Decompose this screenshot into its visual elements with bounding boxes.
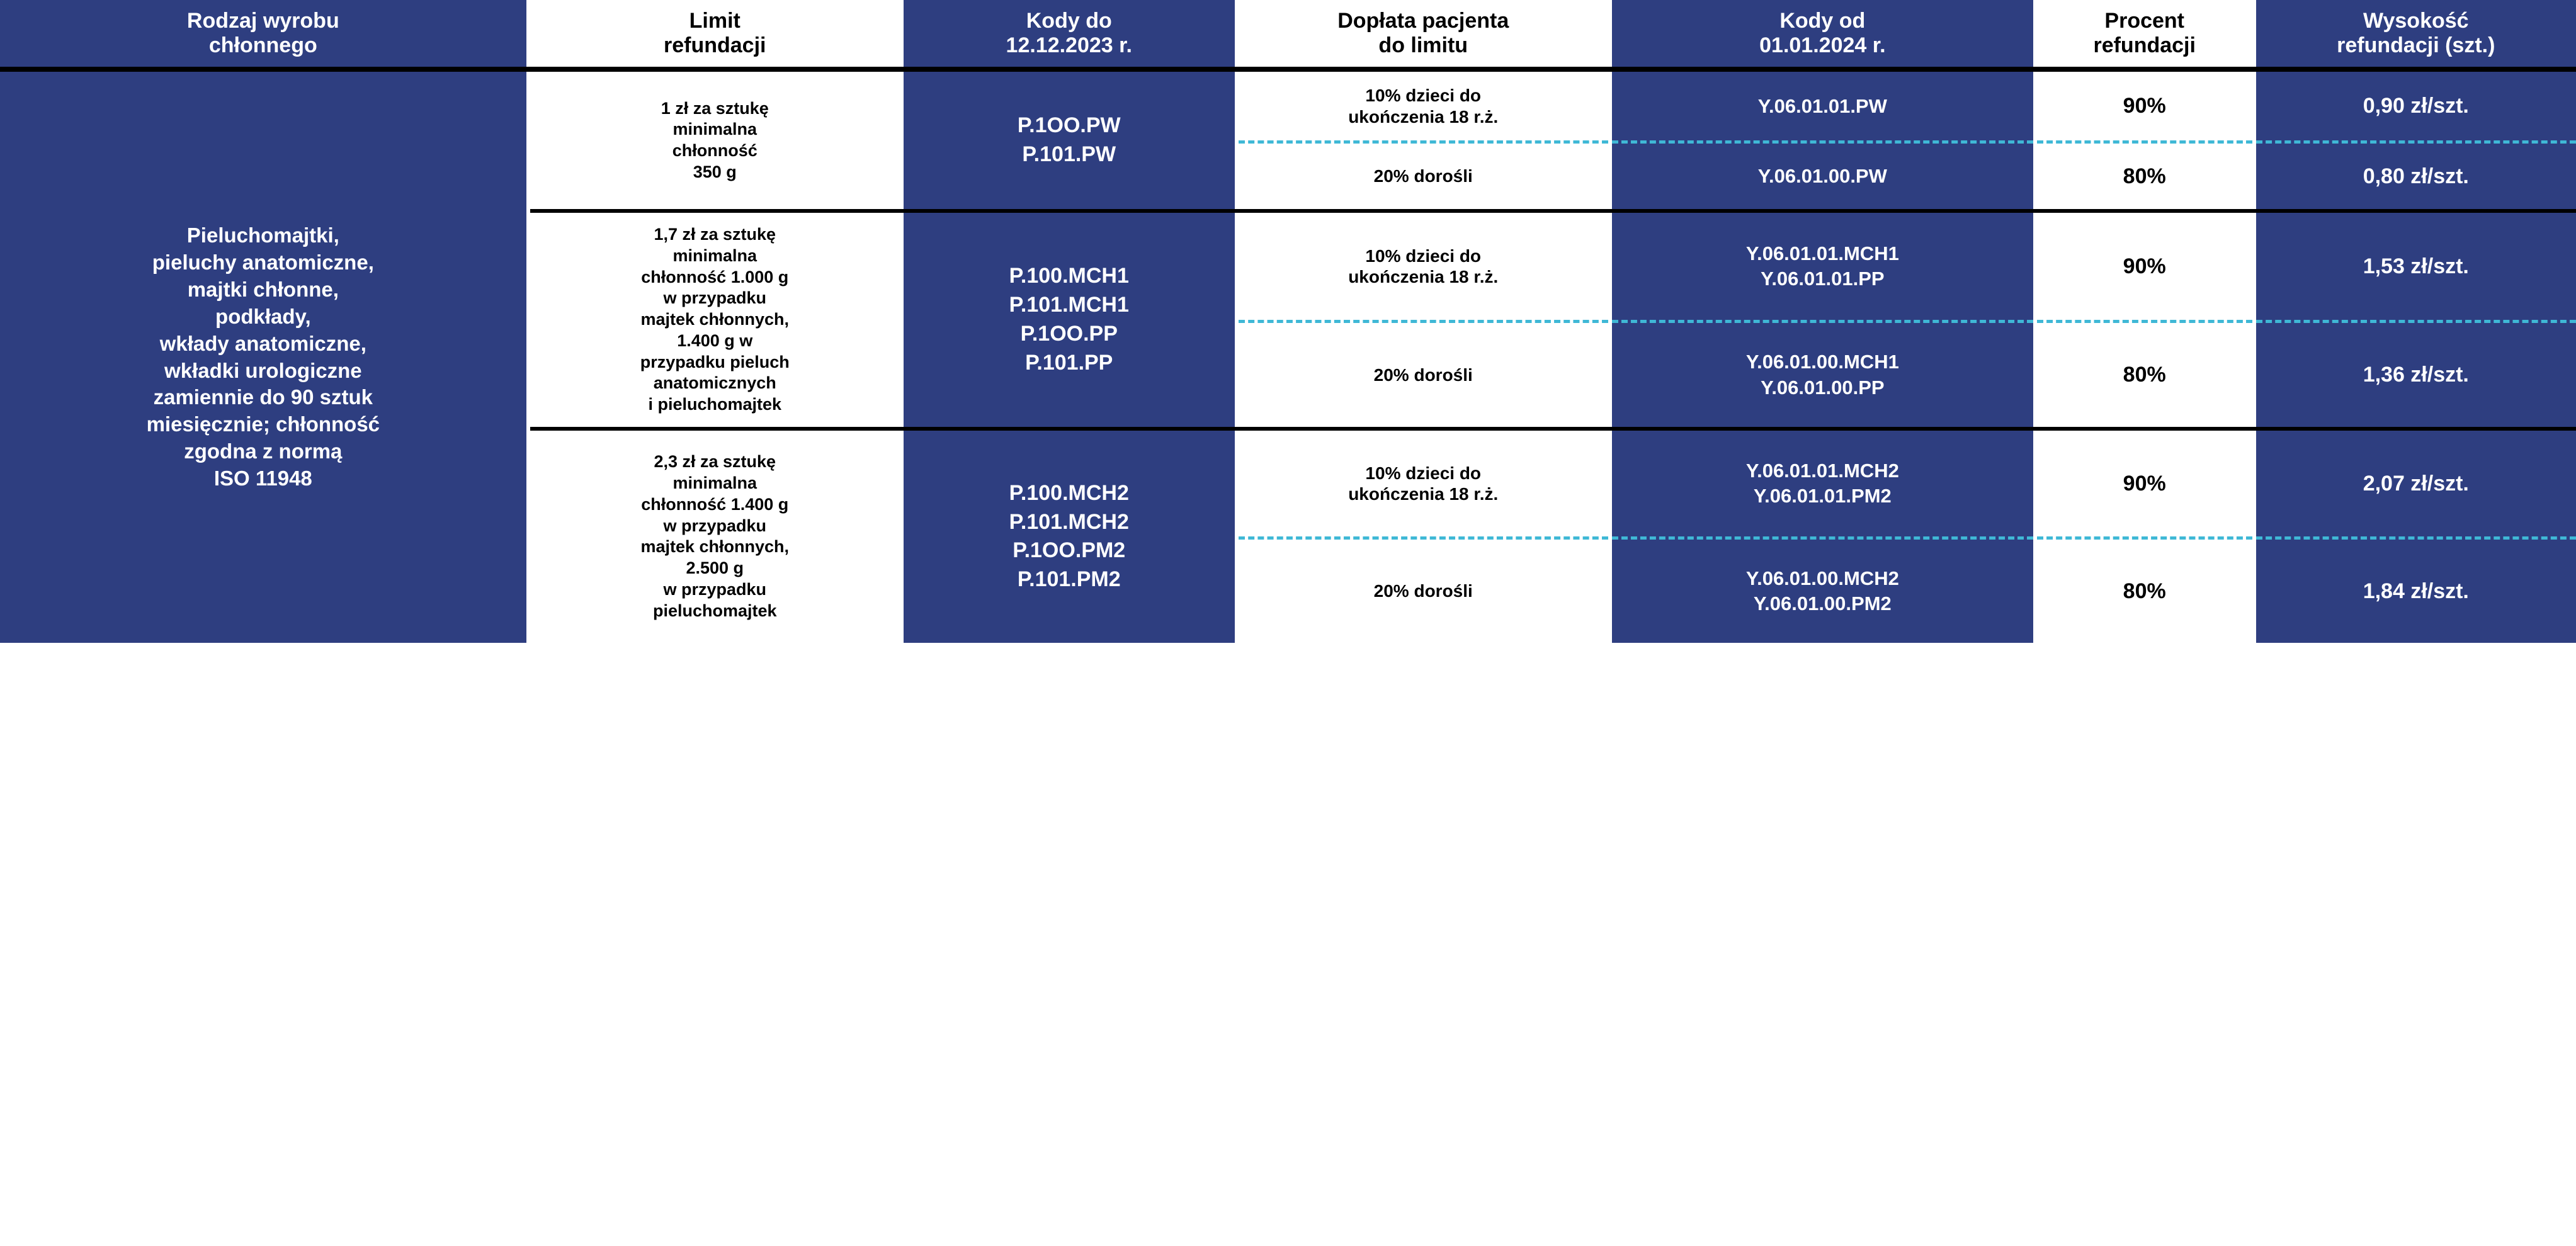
doplata-adult: 20% dorośli (1239, 320, 1608, 427)
amount-adult: 1,36 zł/szt. (2256, 320, 2576, 427)
amount-cell: 2,07 zł/szt. 1,84 zł/szt. (2254, 429, 2576, 643)
limit-cell: 2,3 zł za sztukęminimalnachłonność 1.400… (528, 429, 902, 643)
amount-adult: 1,84 zł/szt. (2256, 536, 2576, 643)
limit-cell: 1,7 zł za sztukęminimalnachłonność 1.000… (528, 211, 902, 429)
codes-old-cell: P.1OO.PWP.101.PW (902, 69, 1237, 211)
codes-old-text: P.1OO.PWP.101.PW (904, 99, 1235, 182)
doplata-cell: 10% dzieci doukończenia 18 r.ż. 20% doro… (1237, 211, 1610, 429)
percent-cell: 90% 80% (2035, 69, 2254, 211)
doplata-adult: 20% dorośli (1239, 140, 1608, 209)
doplata-cell: 10% dzieci doukończenia 18 r.ż. 20% doro… (1237, 429, 1610, 643)
amount-cell: 1,53 zł/szt. 1,36 zł/szt. (2254, 211, 2576, 429)
doplata-adult: 20% dorośli (1239, 536, 1608, 643)
percent-child: 90% (2037, 213, 2252, 320)
col-header-doplata: Dopłata pacjentado limitu (1237, 0, 1610, 69)
reimbursement-table: Rodzaj wyrobuchłonnego Limitrefundacji K… (0, 0, 2576, 643)
percent-adult: 80% (2037, 536, 2252, 643)
col-header-wysokosc: Wysokośćrefundacji (szt.) (2254, 0, 2576, 69)
amount-adult: 0,80 zł/szt. (2256, 140, 2576, 209)
codes-new-adult: Y.06.01.00.MCH1Y.06.01.00.PP (1612, 320, 2033, 427)
col-header-kody-od: Kody od01.01.2024 r. (1610, 0, 2035, 69)
codes-old-cell: P.100.MCH1P.101.MCH1P.1OO.PPP.101.PP (902, 211, 1237, 429)
limit-text: 2,3 zł za sztukęminimalnachłonność 1.400… (530, 440, 900, 633)
limit-text: 1 zł za sztukęminimalnachłonność350 g (530, 87, 900, 195)
amount-cell: 0,90 zł/szt. 0,80 zł/szt. (2254, 69, 2576, 211)
product-type-text: Pieluchomajtki,pieluchy anatomiczne,majt… (147, 224, 380, 490)
amount-child: 2,07 zł/szt. (2256, 431, 2576, 537)
codes-old-cell: P.100.MCH2P.101.MCH2P.1OO.PM2P.101.PM2 (902, 429, 1237, 643)
col-header-procent: Procentrefundacji (2035, 0, 2254, 69)
codes-new-child: Y.06.01.01.MCH2Y.06.01.01.PM2 (1612, 431, 2033, 537)
percent-cell: 90% 80% (2035, 429, 2254, 643)
table-row: Pieluchomajtki,pieluchy anatomiczne,majt… (0, 69, 2576, 211)
limit-cell: 1 zł za sztukęminimalnachłonność350 g (528, 69, 902, 211)
percent-child: 90% (2037, 72, 2252, 140)
table-header-row: Rodzaj wyrobuchłonnego Limitrefundacji K… (0, 0, 2576, 69)
codes-new-child: Y.06.01.01.PW (1612, 72, 2033, 140)
col-header-rodzaj: Rodzaj wyrobuchłonnego (0, 0, 528, 69)
codes-old-text: P.100.MCH1P.101.MCH1P.1OO.PPP.101.PP (904, 249, 1235, 390)
limit-text: 1,7 zł za sztukęminimalnachłonność 1.000… (530, 213, 900, 427)
amount-child: 1,53 zł/szt. (2256, 213, 2576, 320)
col-header-limit: Limitrefundacji (528, 0, 902, 69)
codes-new-adult: Y.06.01.00.PW (1612, 140, 2033, 209)
amount-child: 0,90 zł/szt. (2256, 72, 2576, 140)
doplata-child: 10% dzieci doukończenia 18 r.ż. (1239, 431, 1608, 537)
codes-new-cell: Y.06.01.01.MCH2Y.06.01.01.PM2 Y.06.01.00… (1610, 429, 2035, 643)
codes-new-cell: Y.06.01.01.MCH1Y.06.01.01.PP Y.06.01.00.… (1610, 211, 2035, 429)
doplata-child: 10% dzieci doukończenia 18 r.ż. (1239, 72, 1608, 140)
codes-new-child: Y.06.01.01.MCH1Y.06.01.01.PP (1612, 213, 2033, 320)
codes-new-cell: Y.06.01.01.PW Y.06.01.00.PW (1610, 69, 2035, 211)
doplata-cell: 10% dzieci doukończenia 18 r.ż. 20% doro… (1237, 69, 1610, 211)
percent-adult: 80% (2037, 320, 2252, 427)
codes-old-text: P.100.MCH2P.101.MCH2P.1OO.PM2P.101.PM2 (904, 467, 1235, 608)
col-header-kody-do: Kody do12.12.2023 r. (902, 0, 1237, 69)
percent-adult: 80% (2037, 140, 2252, 209)
doplata-child: 10% dzieci doukończenia 18 r.ż. (1239, 213, 1608, 320)
codes-new-adult: Y.06.01.00.MCH2Y.06.01.00.PM2 (1612, 536, 2033, 643)
percent-child: 90% (2037, 431, 2252, 537)
percent-cell: 90% 80% (2035, 211, 2254, 429)
product-type-cell: Pieluchomajtki,pieluchy anatomiczne,majt… (0, 69, 528, 643)
